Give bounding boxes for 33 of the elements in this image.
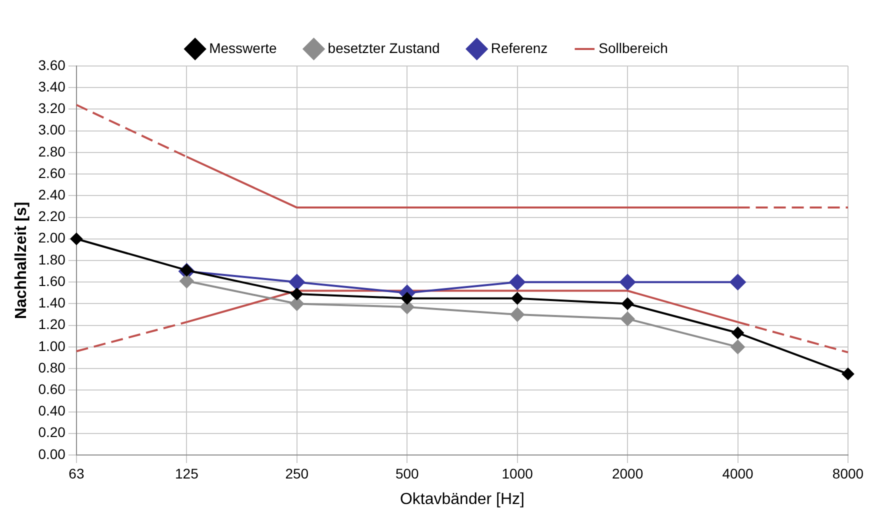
x-tick-label: 1000 xyxy=(502,465,534,482)
x-tick-label: 2000 xyxy=(612,465,644,482)
y-tick-label: 3.00 xyxy=(38,122,66,138)
x-tick-label: 4000 xyxy=(722,465,754,482)
y-tick-label: 0.40 xyxy=(38,402,66,419)
x-tick-label: 250 xyxy=(285,465,309,482)
y-tick-label: 0.00 xyxy=(38,446,66,462)
y-tick-label: 1.60 xyxy=(38,272,66,289)
y-tick-label: 2.20 xyxy=(38,208,66,224)
y-axis-title: Nachhallzeit [s] xyxy=(13,202,30,320)
x-tick-label: 63 xyxy=(68,465,84,482)
y-tick-label: 0.20 xyxy=(38,424,66,440)
legend-label: Referenz xyxy=(490,40,548,56)
x-tick-label: 125 xyxy=(174,465,199,482)
y-tick-label: 0.60 xyxy=(38,381,66,398)
y-tick-label: 2.40 xyxy=(38,186,66,203)
y-tick-label: 2.80 xyxy=(38,143,66,160)
y-tick-label: 2.00 xyxy=(38,230,66,246)
legend-label: besetzter Zustand xyxy=(328,40,440,56)
y-tick-label: 3.60 xyxy=(38,56,66,73)
x-tick-label: 8000 xyxy=(832,465,864,482)
y-tick-label: 2.60 xyxy=(38,164,66,181)
y-tick-label: 3.40 xyxy=(38,78,66,94)
y-tick-label: 1.80 xyxy=(38,251,66,268)
y-tick-label: 1.40 xyxy=(38,294,66,311)
y-tick-label: 0.80 xyxy=(38,359,66,376)
x-axis-title: Oktavbänder [Hz] xyxy=(400,490,524,508)
x-tick-label: 500 xyxy=(395,465,420,482)
y-tick-label: 3.20 xyxy=(38,100,66,116)
y-tick-label: 1.00 xyxy=(38,338,66,354)
y-tick-label: 1.20 xyxy=(38,316,66,332)
legend-label: Messwerte xyxy=(209,40,277,56)
legend-label: Sollbereich xyxy=(598,40,668,56)
